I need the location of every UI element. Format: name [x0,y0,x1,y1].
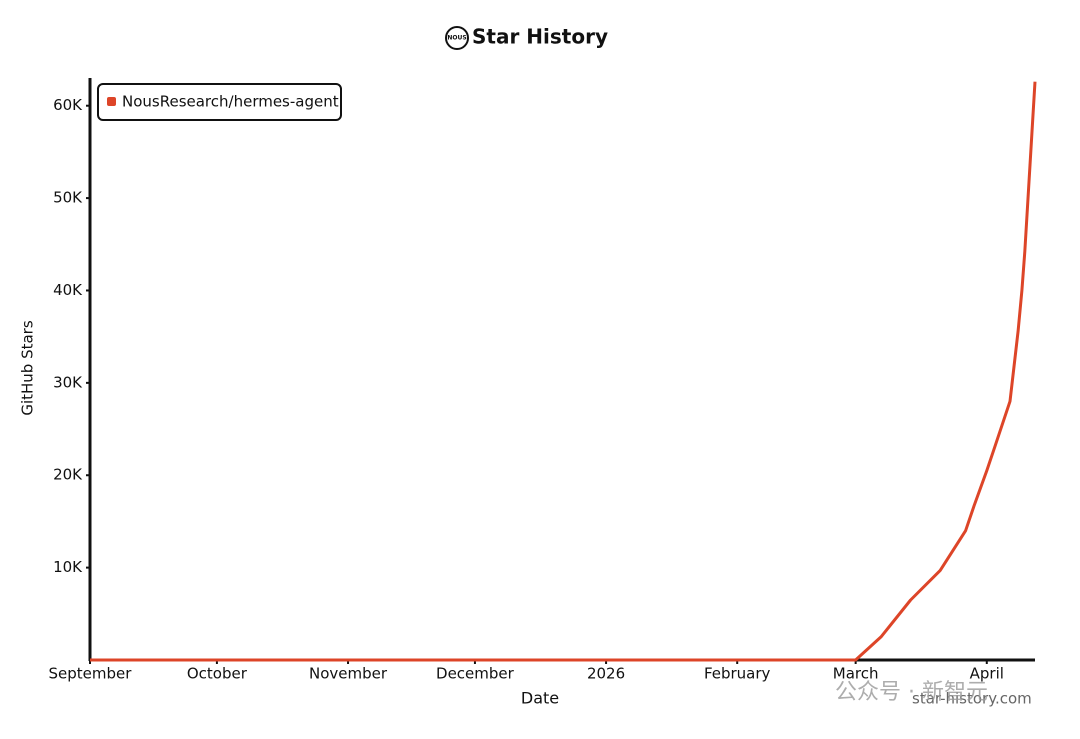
y-tick-label: 20K [53,466,83,484]
x-tick-label: December [436,665,515,683]
x-tick-label: February [704,665,771,683]
watermark: star-history.com [912,690,1032,708]
y-tick-label: 10K [53,558,83,576]
y-tick-label: 50K [53,189,83,207]
legend-box [97,83,342,121]
legend-label: NousResearch/hermes-agent [122,93,339,111]
logo-text: NOUS [447,35,466,42]
x-tick-label: April [970,665,1004,683]
x-tick-label: November [309,665,388,683]
y-tick-label: 40K [53,281,83,299]
x-axis-label: Date [521,689,559,708]
y-tick-label: 30K [53,373,83,391]
logo [445,26,469,50]
series-line [90,81,1037,662]
x-tick-label: 2026 [587,665,625,683]
y-tick-label: 60K [53,96,83,114]
x-tick-label: September [49,665,133,683]
y-axis-label: GitHub Stars [19,320,37,416]
legend-swatch [107,97,116,106]
x-tick-label: October [187,665,248,683]
chart-title: Star History [472,25,608,49]
watermark: 公众号 · 新智元 [835,680,988,705]
x-tick-label: March [833,665,879,683]
